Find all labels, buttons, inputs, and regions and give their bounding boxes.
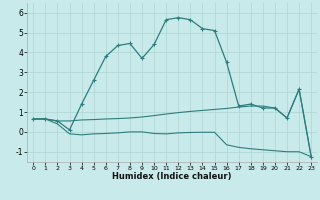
X-axis label: Humidex (Indice chaleur): Humidex (Indice chaleur): [113, 172, 232, 181]
